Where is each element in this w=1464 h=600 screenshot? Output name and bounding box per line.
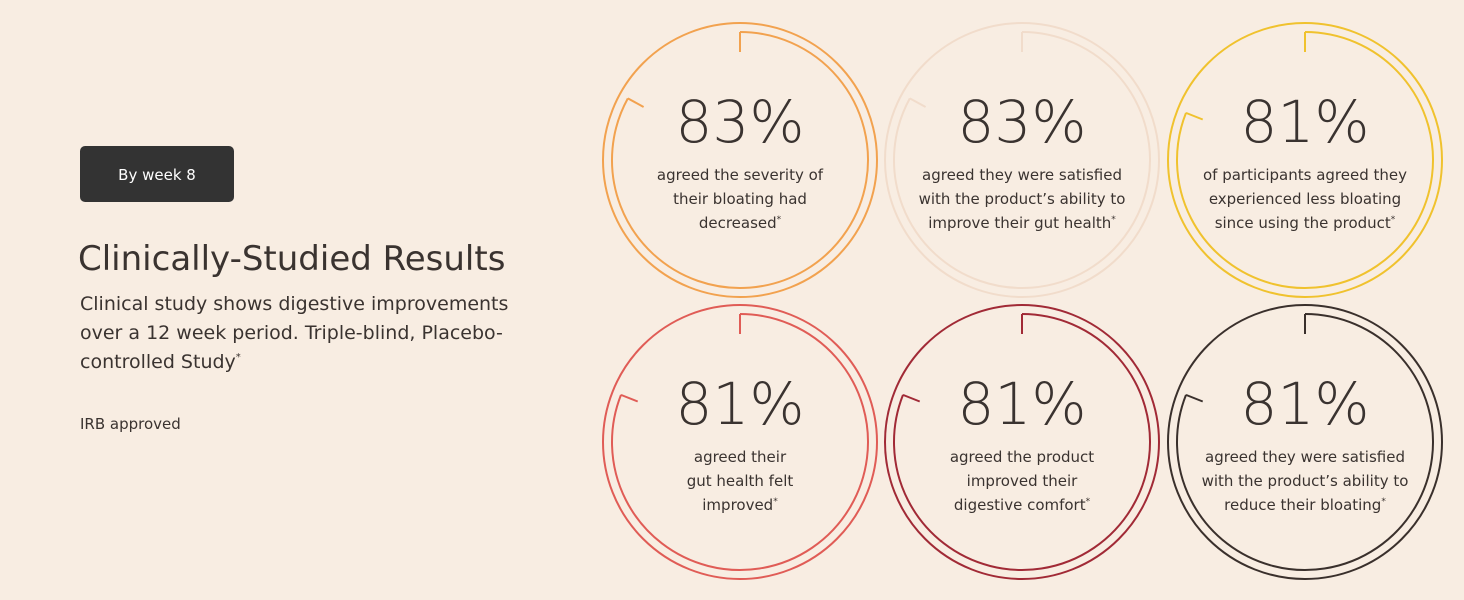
ring-outer — [884, 304, 1160, 580]
description-line: Clinical study shows digestive improveme… — [80, 293, 508, 315]
stat-description: digestive comfort* — [954, 496, 1091, 514]
description-line: over a 12 week period. Triple-blind, Pla… — [80, 322, 503, 344]
progress-arc — [893, 313, 1151, 571]
stat-description-text: digestive comfort — [954, 496, 1086, 514]
arc-end-tick — [902, 393, 921, 403]
stat-value: 81% — [676, 370, 805, 438]
note: IRB approved — [80, 415, 181, 433]
stat-description-text: reduce their bloating — [1224, 496, 1381, 514]
stat-description: agreed the product — [950, 448, 1094, 466]
stat-description-text: of participants agreed they — [1203, 166, 1407, 184]
progress-arc — [893, 31, 1151, 289]
stat-description-text: experienced less bloating — [1209, 190, 1401, 208]
stat-description: experienced less bloating — [1209, 190, 1401, 208]
badge-text: By week 8 — [118, 166, 196, 184]
stat-value: 83% — [958, 88, 1087, 156]
stat-description-text: improve their gut health — [928, 214, 1111, 232]
stat-description: reduce their bloating* — [1224, 496, 1386, 514]
stat-value: 83% — [676, 88, 805, 156]
stat-description: agreed their — [694, 448, 787, 466]
footnote-mark: * — [1086, 497, 1091, 507]
footnote-mark: * — [1391, 215, 1396, 225]
ring-outer — [884, 22, 1160, 298]
stat-description-text: agreed their — [694, 448, 787, 466]
progress-arc — [611, 313, 869, 571]
stat-description: gut health felt — [687, 472, 794, 490]
progress-arc — [1176, 31, 1434, 289]
stat-description: with the product’s ability to — [919, 190, 1126, 208]
stat-description-text: agreed the severity of — [657, 166, 824, 184]
stat-description-text: agreed they were satisfied — [1205, 448, 1405, 466]
arc-end-tick — [1185, 393, 1204, 403]
stat-value: 81% — [1241, 370, 1370, 438]
arc-end-tick — [627, 97, 645, 108]
stat-description: with the product’s ability to — [1202, 472, 1409, 490]
footnote-mark: * — [777, 215, 782, 225]
stat-description: of participants agreed they — [1203, 166, 1407, 184]
ring-outer — [602, 22, 878, 298]
arc-end-tick — [1185, 111, 1204, 121]
description-text: Clinical study shows digestive improveme… — [80, 293, 508, 315]
description-line: controlled Study* — [80, 351, 241, 373]
stat-description: improve their gut health* — [928, 214, 1116, 232]
progress-arc — [1176, 313, 1434, 571]
progress-arc — [611, 31, 869, 289]
title: Clinically-Studied Results — [78, 239, 505, 279]
description-text: controlled Study — [80, 351, 236, 373]
stat-description: since using the product* — [1215, 214, 1396, 232]
ring-outer — [1167, 304, 1443, 580]
stat-description: improved* — [702, 496, 778, 514]
stat-description: decreased* — [699, 214, 782, 232]
stat-description: improved their — [967, 472, 1078, 490]
stat-description-text: with the product’s ability to — [919, 190, 1126, 208]
stat-description-text: their bloating had — [673, 190, 807, 208]
stat-description: their bloating had — [673, 190, 807, 208]
stat-description-text: decreased — [699, 214, 777, 232]
arc-end-tick — [909, 97, 927, 108]
badge — [80, 146, 234, 202]
description-text: over a 12 week period. Triple-blind, Pla… — [80, 322, 503, 344]
ring-outer — [1167, 22, 1443, 298]
stat-description-text: since using the product — [1215, 214, 1391, 232]
stat-description-text: improved — [702, 496, 773, 514]
stat-value: 81% — [958, 370, 1087, 438]
stat-description-text: agreed they were satisfied — [922, 166, 1122, 184]
stat-value: 81% — [1241, 88, 1370, 156]
footnote-mark: * — [1111, 215, 1116, 225]
arc-end-tick — [620, 393, 639, 403]
stat-description-text: with the product’s ability to — [1202, 472, 1409, 490]
footnote-mark: * — [1381, 497, 1386, 507]
stat-description-text: improved their — [967, 472, 1078, 490]
footnote-mark: * — [773, 497, 778, 507]
ring-outer — [602, 304, 878, 580]
stat-description-text: agreed the product — [950, 448, 1094, 466]
footnote-mark: * — [236, 352, 241, 363]
stat-description: agreed they were satisfied — [922, 166, 1122, 184]
stat-description: agreed the severity of — [657, 166, 824, 184]
stat-description: agreed they were satisfied — [1205, 448, 1405, 466]
stat-description-text: gut health felt — [687, 472, 794, 490]
